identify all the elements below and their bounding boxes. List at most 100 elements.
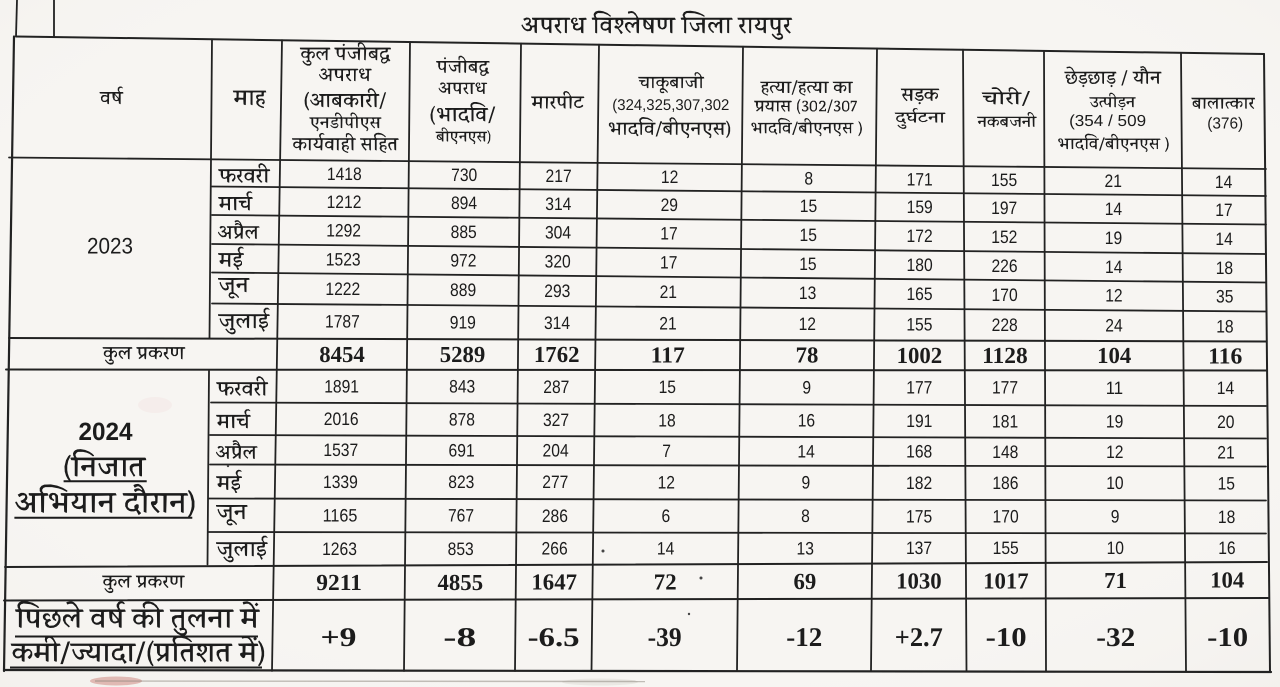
svg-text:304: 304: [545, 223, 571, 243]
svg-text:14: 14: [1215, 229, 1232, 249]
svg-text:191: 191: [906, 411, 932, 431]
svg-text:24: 24: [1105, 316, 1122, 336]
svg-text:18: 18: [1218, 507, 1235, 527]
svg-text:+2.7: +2.7: [895, 622, 943, 652]
svg-text:17: 17: [660, 253, 677, 273]
svg-text:8: 8: [801, 506, 810, 526]
svg-text:21: 21: [1105, 171, 1122, 191]
svg-text:1165: 1165: [323, 506, 358, 526]
svg-text:843: 843: [449, 377, 475, 397]
svg-text:78: 78: [796, 343, 819, 368]
svg-text:226: 226: [991, 256, 1017, 276]
svg-text:4855: 4855: [438, 570, 484, 595]
svg-text:13: 13: [797, 538, 814, 558]
svg-text:117: 117: [651, 342, 685, 367]
svg-text:165: 165: [906, 284, 932, 304]
svg-text:15: 15: [659, 377, 676, 397]
svg-text:159: 159: [907, 197, 933, 217]
svg-text:155: 155: [993, 538, 1019, 558]
svg-text:13: 13: [799, 283, 816, 303]
svg-text:10: 10: [1107, 538, 1124, 558]
svg-text:137: 137: [906, 538, 932, 558]
svg-text:266: 266: [542, 539, 568, 559]
svg-text:9: 9: [802, 377, 811, 397]
svg-text:171: 171: [907, 169, 933, 189]
svg-text:186: 186: [992, 473, 1018, 493]
svg-text:1891: 1891: [324, 376, 359, 396]
svg-text:35: 35: [1216, 287, 1233, 307]
svg-text:14: 14: [1217, 378, 1234, 398]
svg-text:180: 180: [907, 255, 933, 275]
svg-text:155: 155: [991, 170, 1017, 190]
svg-text:8: 8: [804, 168, 813, 188]
svg-text:168: 168: [906, 442, 932, 462]
svg-text:767: 767: [448, 506, 474, 526]
svg-text:9: 9: [801, 473, 810, 493]
svg-text:18: 18: [1216, 316, 1233, 336]
svg-text:287: 287: [543, 377, 569, 397]
svg-text:15: 15: [800, 225, 817, 245]
svg-text:21: 21: [660, 282, 677, 302]
svg-text:197: 197: [991, 198, 1017, 218]
svg-text:1523: 1523: [326, 250, 361, 270]
svg-text:730: 730: [451, 165, 477, 185]
svg-text:19: 19: [1106, 412, 1123, 432]
svg-text:277: 277: [542, 472, 568, 492]
svg-text:17: 17: [1215, 200, 1232, 220]
svg-text:894: 894: [451, 193, 477, 213]
svg-text:155: 155: [906, 315, 932, 335]
svg-text:1002: 1002: [897, 343, 943, 368]
svg-text:104: 104: [1210, 568, 1245, 593]
svg-text:29: 29: [661, 195, 678, 215]
svg-text:217: 217: [546, 166, 572, 186]
svg-text:14: 14: [1215, 172, 1232, 192]
svg-text:15: 15: [1218, 473, 1235, 493]
svg-text:9211: 9211: [316, 570, 362, 595]
svg-text:14: 14: [1105, 199, 1122, 219]
svg-text:-8: -8: [443, 622, 476, 652]
svg-text:972: 972: [450, 251, 476, 271]
svg-text:18: 18: [1216, 258, 1233, 278]
svg-text:8454: 8454: [319, 342, 365, 367]
svg-text:175: 175: [906, 506, 932, 526]
svg-text:116: 116: [1208, 343, 1242, 368]
svg-text:2023: 2023: [87, 234, 133, 259]
svg-text:69: 69: [794, 569, 817, 594]
svg-text:286: 286: [542, 506, 568, 526]
svg-text:-6.5: -6.5: [528, 622, 580, 652]
svg-text:2024: 2024: [79, 418, 133, 446]
svg-text:293: 293: [544, 281, 570, 301]
svg-text:228: 228: [992, 315, 1018, 335]
svg-text:7: 7: [662, 441, 671, 461]
svg-text:1128: 1128: [982, 343, 1028, 368]
svg-text:+9: +9: [321, 622, 357, 652]
svg-text:1030: 1030: [896, 569, 942, 594]
svg-text:314: 314: [544, 313, 570, 333]
svg-text:919: 919: [450, 312, 476, 332]
svg-text:1418: 1418: [327, 164, 362, 184]
svg-text:-10: -10: [1207, 622, 1248, 652]
svg-text:10: 10: [1106, 473, 1123, 493]
svg-text:(324,325,307,302: (324,325,307,302: [612, 97, 729, 114]
svg-text:2016: 2016: [324, 409, 359, 429]
svg-text:17: 17: [660, 224, 677, 244]
svg-text:204: 204: [543, 441, 569, 461]
svg-text:15: 15: [799, 254, 816, 274]
svg-text:1339: 1339: [323, 472, 358, 492]
svg-text:72: 72: [654, 569, 677, 594]
svg-text:1292: 1292: [326, 221, 361, 241]
svg-text:-39: -39: [648, 622, 682, 652]
svg-text:148: 148: [992, 442, 1018, 462]
svg-text:327: 327: [543, 410, 569, 430]
svg-text:12: 12: [1106, 442, 1123, 462]
svg-text:823: 823: [448, 472, 474, 492]
svg-text:(354 / 509: (354 / 509: [1069, 113, 1146, 130]
svg-text:1762: 1762: [534, 342, 580, 367]
svg-text:-12: -12: [786, 622, 822, 652]
svg-text:21: 21: [1217, 442, 1234, 462]
svg-text:1222: 1222: [325, 279, 360, 299]
svg-text:14: 14: [1105, 257, 1122, 277]
svg-text:14: 14: [797, 441, 814, 461]
svg-text:20: 20: [1217, 412, 1234, 432]
svg-text:1537: 1537: [323, 440, 358, 460]
